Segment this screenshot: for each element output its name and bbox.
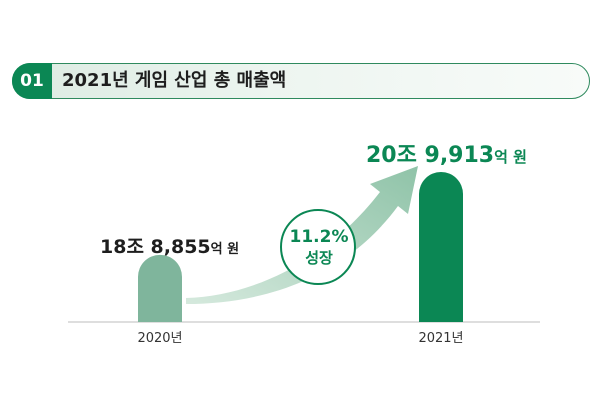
growth-percent: 11.2%	[289, 227, 349, 247]
value-2020-unit: 억 원	[210, 242, 240, 257]
bar-2021년	[419, 172, 463, 322]
value-2020-number: 18조 8,855	[100, 236, 211, 258]
bar-2020년	[138, 254, 183, 322]
value-label-2020: 18조 8,855억 원	[100, 232, 239, 259]
growth-annotation: 11.2% 성장	[282, 203, 356, 291]
x-tick-label: 2021년	[418, 331, 463, 346]
value-2021-number: 20조 9,913	[366, 143, 495, 168]
value-label-2021: 20조 9,913억 원	[366, 137, 527, 169]
growth-circle	[280, 209, 356, 285]
section-number-badge: 01	[12, 63, 52, 99]
x-tick-label: 2020년	[137, 331, 182, 346]
chart-title: 2021년 게임 산업 총 매출액	[62, 70, 287, 91]
header-bar	[12, 63, 590, 99]
growth-label: 성장	[305, 249, 333, 267]
value-2021-unit: 억 원	[494, 148, 527, 166]
